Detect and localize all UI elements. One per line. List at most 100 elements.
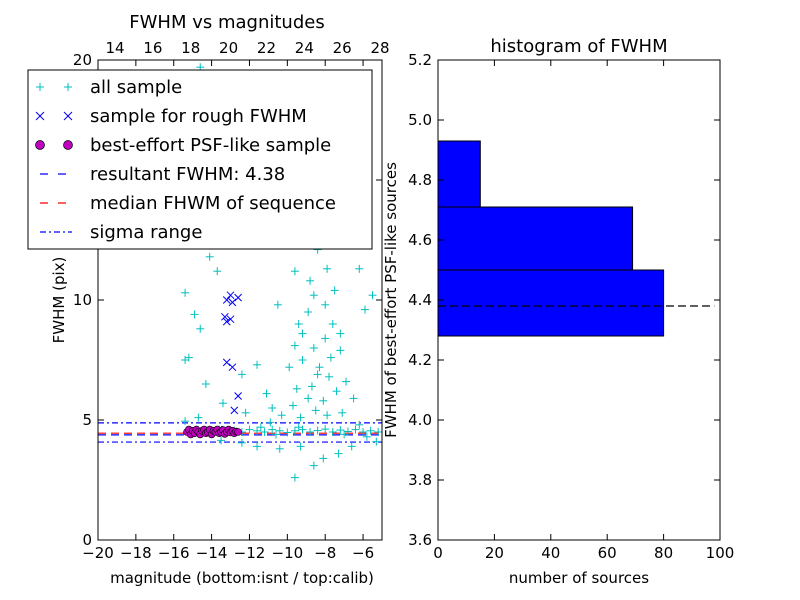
rough-fwhm-point (234, 392, 242, 400)
all-sample-point (237, 370, 246, 379)
cross-b (222, 358, 231, 367)
all-sample-point (296, 442, 305, 451)
all-sample-point (213, 267, 222, 276)
all-sample-point (321, 300, 330, 309)
all-sample-point (359, 428, 368, 436)
all-sample-point (323, 411, 332, 420)
y-tick-label: 3.6 (408, 531, 432, 549)
x-tick-label: 0 (433, 544, 443, 562)
all-sample-point (181, 417, 190, 426)
cross-b (234, 392, 242, 400)
all-sample-point (311, 406, 320, 415)
top-x-tick-label: 14 (105, 39, 124, 57)
all-sample-point (330, 286, 339, 295)
scatter-title: FWHM vs magnitudes (129, 12, 324, 33)
legend-dot (63, 140, 73, 150)
cross-b (220, 312, 229, 321)
legend-box (27, 69, 373, 250)
all-sample-point (366, 426, 375, 435)
all-sample-point (196, 324, 205, 333)
rough-fwhm-point (228, 363, 237, 372)
scatter-panel: FWHM vs magnitudes −20 −18 −16 −14 −12 −10 −8−… (27, 12, 390, 587)
x-tick-label: −8 (314, 544, 336, 562)
cross-b (228, 363, 237, 372)
all-sample-point (290, 341, 299, 350)
all-sample-point (237, 438, 246, 447)
x-tick-label: −12 (234, 544, 266, 562)
x-tick-label: 100 (706, 544, 735, 562)
all-sample-point (362, 432, 371, 441)
top-x-tick-label: 22 (257, 39, 276, 57)
all-sample-point (309, 291, 318, 300)
cross-b (226, 291, 235, 300)
y-tick-label: 4.2 (408, 351, 432, 369)
all-sample-point (319, 396, 328, 405)
all-sample-point (340, 430, 349, 439)
y-tick-label: 5 (82, 411, 92, 429)
all-sample-point (319, 454, 328, 463)
all-sample-point (349, 394, 358, 403)
reference-lines (98, 422, 382, 443)
y-tick-label: 4.0 (408, 411, 432, 429)
all-sample-point (241, 408, 250, 417)
scatter-xlabel: magnitude (bottom:isnt / top:calib) (110, 569, 374, 587)
all-sample-point (290, 473, 299, 482)
top-x-tick-label: 16 (143, 39, 162, 57)
rough-fwhm-point (228, 298, 237, 307)
x-tick-label: −6 (352, 544, 374, 562)
cross-b (230, 406, 239, 415)
legend-item: sample for rough FWHM (35, 106, 307, 127)
cross-b (228, 298, 237, 307)
rough-fwhm-point (234, 293, 242, 302)
all-sample-point (334, 449, 343, 458)
legend-item: all sample (36, 77, 182, 98)
x-tick-label: −10 (272, 544, 304, 562)
all-sample-point (321, 334, 330, 343)
all-sample-point (253, 426, 262, 435)
all-sample-point (262, 389, 271, 398)
legend-item: sigma range (40, 222, 202, 243)
rough-fwhm-point (222, 317, 231, 326)
x-tick-label: 60 (598, 544, 617, 562)
scatter-ylabel: FWHM (pix) (50, 257, 68, 344)
rough-fwhm-point (220, 312, 229, 321)
legend-item: resultant FWHM: 4.38 (40, 164, 285, 185)
all-sample-point (313, 426, 322, 435)
all-sample-point (306, 428, 315, 436)
legend-cross-b (63, 111, 73, 121)
all-sample-point (372, 437, 381, 446)
all-sample-point (194, 413, 203, 422)
all-sample-point (309, 344, 318, 352)
all-sample-point (309, 461, 318, 470)
all-sample-point (266, 418, 275, 427)
all-sample-point (268, 425, 277, 434)
all-sample-point (328, 320, 337, 328)
cross-b (222, 317, 231, 326)
all-sample-point (260, 428, 269, 436)
all-sample-point (336, 426, 345, 435)
legend-label: median FHWM of sequence (90, 193, 336, 214)
all-sample-point (245, 425, 254, 434)
all-sample-point (306, 276, 315, 285)
legend-label: all sample (90, 77, 182, 98)
y-tick-label: 4.8 (408, 171, 432, 189)
cross-b (234, 293, 242, 302)
all-sample-point (205, 252, 214, 261)
histogram-ylabel: FWHM of best-effort PSF-like sources (382, 162, 400, 438)
top-x-tick-label: 20 (219, 39, 238, 57)
scatter-points (181, 63, 382, 482)
all-sample-point (336, 329, 345, 338)
rough-fwhm-point (230, 406, 239, 415)
all-sample-point (296, 413, 305, 422)
all-sample-point (294, 423, 303, 432)
all-sample-point (292, 384, 301, 393)
all-sample-point (218, 399, 227, 408)
all-sample-point (277, 411, 286, 420)
all-sample-point (307, 382, 316, 391)
all-sample-point (275, 444, 284, 453)
all-sample-point (253, 360, 262, 369)
x-tick-label: 40 (541, 544, 560, 562)
legend-cross-b (35, 111, 45, 121)
histogram-bar (438, 140, 481, 208)
x-tick-label: −14 (196, 544, 228, 562)
